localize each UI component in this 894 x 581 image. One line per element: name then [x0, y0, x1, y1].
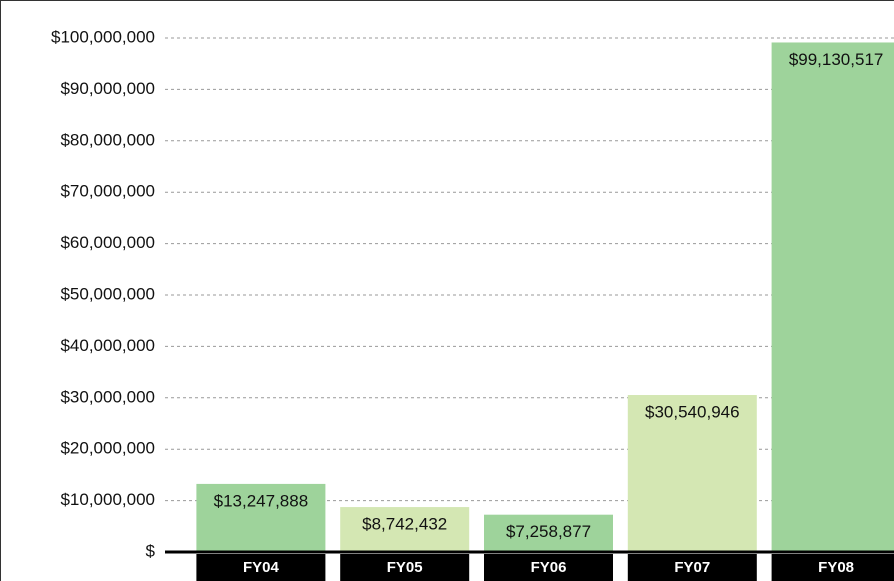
y-tick-label: $10,000,000 [60, 490, 155, 509]
value-label: $8,742,432 [362, 515, 447, 534]
category-box [340, 554, 470, 581]
value-label: $7,258,877 [506, 522, 591, 541]
y-tick-label: $60,000,000 [60, 233, 155, 252]
y-tick-label: $80,000,000 [60, 130, 155, 149]
value-label: $30,540,946 [645, 403, 740, 422]
y-tick-label: $ [146, 541, 156, 560]
bar [771, 42, 894, 552]
y-tick-label: $40,000,000 [60, 336, 155, 355]
value-label: $13,247,888 [214, 491, 309, 510]
y-tick-label: $50,000,000 [60, 284, 155, 303]
x-tick-label: FY04 [243, 559, 280, 576]
y-tick-label: $70,000,000 [60, 182, 155, 201]
value-label: $99,130,517 [789, 50, 884, 69]
category-box [484, 554, 613, 581]
y-tick-label: $90,000,000 [60, 79, 155, 98]
bar [627, 395, 757, 552]
bar [484, 514, 613, 552]
category-box [196, 554, 326, 581]
x-tick-label: FY06 [531, 559, 567, 576]
y-tick-label: $30,000,000 [60, 387, 155, 406]
category-box [627, 554, 757, 581]
category-box [771, 554, 894, 581]
y-tick-label: $20,000,000 [60, 439, 155, 458]
x-tick-label: FY07 [674, 559, 710, 576]
bar [196, 483, 326, 552]
x-tick-label: FY05 [387, 559, 423, 576]
bar [340, 507, 470, 552]
x-tick-label: FY08 [818, 559, 854, 576]
y-tick-label: $100,000,000 [51, 27, 155, 46]
